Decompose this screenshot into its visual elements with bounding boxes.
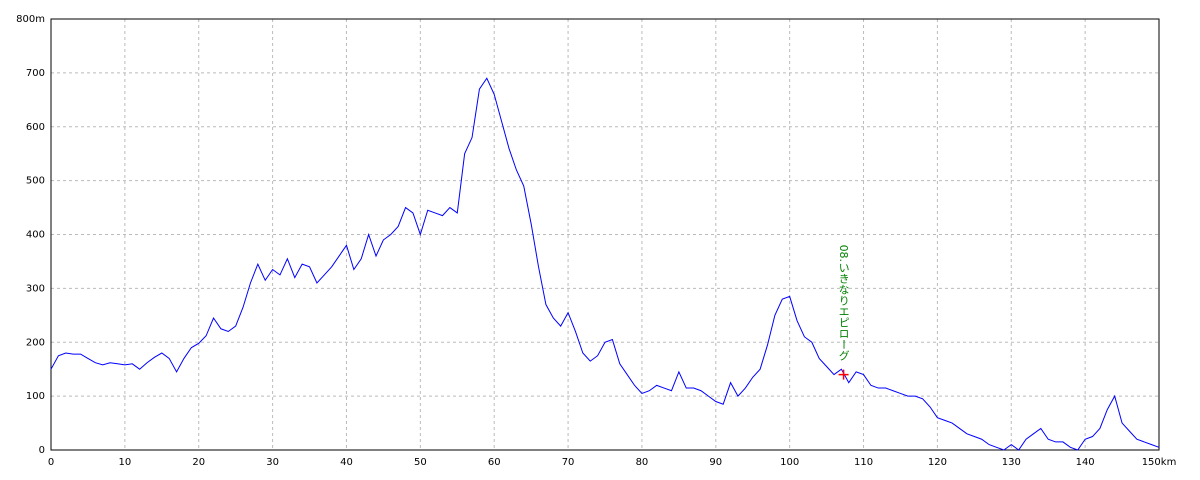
x-tick-label: 30 xyxy=(266,457,279,468)
x-tick-label: 0 xyxy=(48,457,54,468)
y-tick-label: 200 xyxy=(26,337,45,348)
y-tick-label: 300 xyxy=(26,283,45,294)
x-tick-label: 60 xyxy=(488,457,501,468)
x-tick-label: 20 xyxy=(192,457,205,468)
x-tick-label: 100 xyxy=(780,457,799,468)
annotation-label: 08.いきなりエピローグ xyxy=(837,245,850,362)
x-tick-label: 40 xyxy=(340,457,353,468)
x-tick-label: 10 xyxy=(118,457,131,468)
y-tick-label: 0 xyxy=(39,445,45,456)
x-tick-label: 90 xyxy=(709,457,722,468)
y-tick-label: 600 xyxy=(26,122,45,133)
x-tick-label: 110 xyxy=(854,457,873,468)
x-tick-label: 80 xyxy=(636,457,649,468)
y-tick-label: 800m xyxy=(16,14,45,25)
y-tick-label: 400 xyxy=(26,230,45,241)
x-tick-label: 50 xyxy=(414,457,427,468)
y-tick-label: 100 xyxy=(26,391,45,402)
plot-border xyxy=(50,18,1160,451)
x-tick-label: 70 xyxy=(562,457,575,468)
x-tick-label: 150km xyxy=(1142,457,1177,468)
x-tick-label: 130 xyxy=(1002,457,1021,468)
x-tick-label: 140 xyxy=(1076,457,1095,468)
elevation-line xyxy=(50,77,1160,451)
y-tick-label: 500 xyxy=(26,176,45,187)
x-tick-label: 120 xyxy=(928,457,947,468)
annotation-marker xyxy=(838,369,849,380)
y-tick-label: 700 xyxy=(26,68,45,79)
